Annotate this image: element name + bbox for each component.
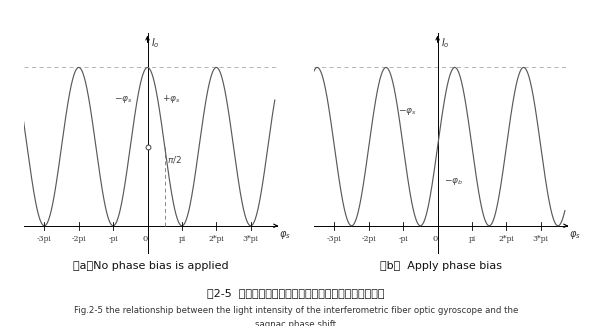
Text: 图2-5  干涉式光纤陀螺的光强与萨格奈克相移变化的关系: 图2-5 干涉式光纤陀螺的光强与萨格奈克相移变化的关系 <box>207 289 385 299</box>
Text: $-\varphi_s$: $-\varphi_s$ <box>114 95 133 105</box>
Text: -pi: -pi <box>398 235 408 243</box>
Text: sagnac phase shift: sagnac phase shift <box>255 320 337 326</box>
Text: 0: 0 <box>432 235 437 243</box>
Text: Fig.2-5 the relationship between the light intensity of the interferometric fibe: Fig.2-5 the relationship between the lig… <box>74 306 518 315</box>
Text: -3pi: -3pi <box>37 235 52 243</box>
Text: $\pi/2$: $\pi/2$ <box>168 154 182 165</box>
Text: 2*pi: 2*pi <box>498 235 514 243</box>
Text: 0: 0 <box>142 235 147 243</box>
Text: $-\varphi_b$: $-\varphi_b$ <box>444 176 463 187</box>
Text: -pi: -pi <box>108 235 118 243</box>
Text: -2pi: -2pi <box>362 235 376 243</box>
Text: 2*pi: 2*pi <box>208 235 224 243</box>
Text: $\varphi_s$: $\varphi_s$ <box>569 229 581 241</box>
Text: -2pi: -2pi <box>72 235 86 243</box>
Text: 3*pi: 3*pi <box>533 235 549 243</box>
Text: $I_o$: $I_o$ <box>150 37 159 50</box>
Text: -3pi: -3pi <box>327 235 342 243</box>
Text: $-\varphi_s$: $-\varphi_s$ <box>398 106 417 117</box>
Text: pi: pi <box>468 235 475 243</box>
Text: （b）  Apply phase bias: （b） Apply phase bias <box>380 261 502 271</box>
Text: $+\varphi_s$: $+\varphi_s$ <box>162 94 181 105</box>
Text: $I_o$: $I_o$ <box>440 37 449 50</box>
Text: pi: pi <box>178 235 185 243</box>
Text: 3*pi: 3*pi <box>243 235 259 243</box>
Text: $\varphi_s$: $\varphi_s$ <box>279 229 291 241</box>
Text: （a）No phase bias is applied: （a）No phase bias is applied <box>73 261 229 271</box>
